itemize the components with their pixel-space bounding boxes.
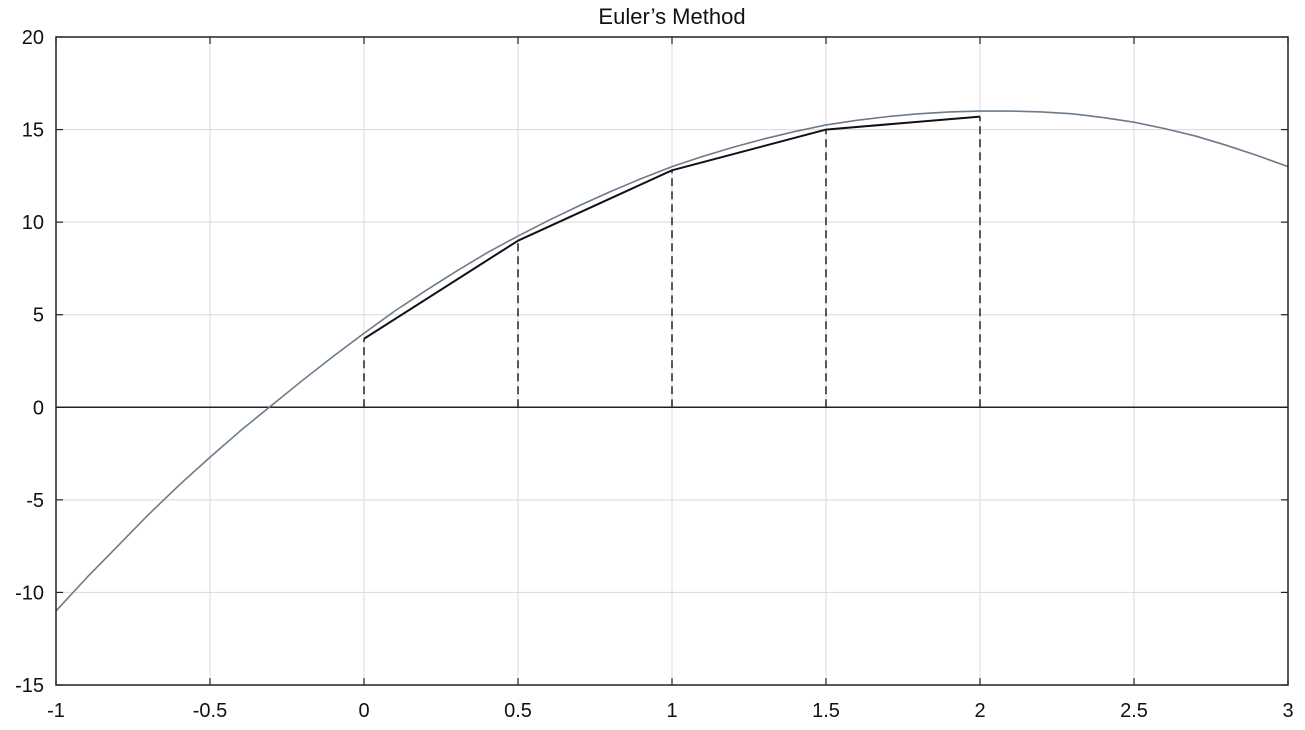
y-tick-label: 20 <box>22 27 44 49</box>
y-tick-label: 0 <box>33 397 44 419</box>
x-tick-label: 0.5 <box>504 700 532 722</box>
x-tick-label: -0.5 <box>193 700 227 722</box>
chart-title: Euler’s Method <box>598 4 745 29</box>
series-group <box>55 110 1289 612</box>
tick-labels: -1 -0.5 0 0.5 1 1.5 2 2.5 3 20 15 10 5 0 -5 -10 -15 <box>15 27 1293 722</box>
x-tick-label: 0 <box>358 700 369 722</box>
x-tick-label: 2 <box>974 700 985 722</box>
y-tick-label: 5 <box>33 305 44 327</box>
series-line-euler <box>363 115 981 340</box>
x-tick-label: 1 <box>666 700 677 722</box>
y-tick-label: 15 <box>22 120 44 142</box>
x-tick-label: -1 <box>47 700 65 722</box>
y-tick-label: -15 <box>15 675 44 697</box>
x-tick-label: 1.5 <box>812 700 840 722</box>
y-tick-label: -5 <box>26 490 44 512</box>
plot-frame <box>55 36 1289 686</box>
y-tick-label: -10 <box>15 582 44 604</box>
y-tick-label: 10 <box>22 212 44 234</box>
series-line-curve <box>55 110 1289 612</box>
x-tick-label: 2.5 <box>1120 700 1148 722</box>
x-tick-label: 3 <box>1282 700 1293 722</box>
